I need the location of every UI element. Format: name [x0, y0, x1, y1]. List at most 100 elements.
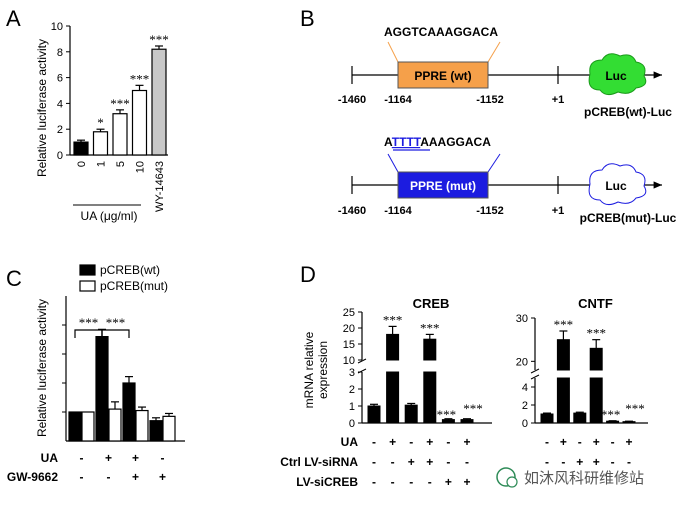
panel-d-bar — [622, 421, 636, 424]
panel-a-bar — [92, 131, 109, 156]
mut-sequence: ATTTTAAAGGACA — [384, 135, 491, 149]
panel-b-letter: B — [300, 6, 315, 31]
panel-a-x-tick-label: WY-14643 — [154, 161, 166, 212]
panel-d-treatment-sign-creb: + — [389, 435, 396, 449]
panel-c-bracket-label: *** — [106, 315, 126, 330]
wt-construct: AGGTCAAAGGACA PPRE (wt) Luc -1460 -1164 … — [338, 25, 672, 119]
panel-a-x-tick-label: 1 — [96, 161, 108, 167]
panel-c-ylabel: Relative luciferase activity — [35, 299, 49, 437]
panel-a-ylabel: Relative luciferase activity — [35, 39, 49, 177]
panel-a-y-tick-label: 8 — [57, 47, 63, 59]
mut-pos-box-end: -1152 — [476, 205, 504, 217]
panel-c-treatment-sign: + — [105, 451, 112, 465]
panel-d-subchart-creb: CREB 10 15 20 25 0 1 2 3 *** *** *** *** — [343, 296, 492, 430]
mut-seq-part2: AAAGGACA — [420, 135, 491, 149]
panel-a-y-tick-label: 6 — [57, 73, 63, 85]
wt-ppre-box — [397, 61, 489, 89]
panel-d-significance: *** — [625, 401, 645, 416]
panel-d-treatment-sign-creb: + — [463, 475, 470, 489]
panel-d-y-tick-label: 2 — [522, 400, 528, 412]
panel-d-bar-upper-segment — [423, 338, 437, 361]
panel-a-bar — [112, 113, 128, 156]
panel-c-bar-wt — [149, 420, 163, 442]
wt-sequence-connector-left — [387, 41, 399, 63]
panel-a-significance: * — [97, 115, 104, 130]
panel-a-significance: *** — [130, 71, 150, 86]
mut-construct: ATTTTAAAGGACA PPRE (mut) Luc -1460 -1164… — [338, 135, 677, 225]
panel-c-legend-swatch — [79, 264, 96, 276]
panel-d-treatment-sign-creb: - — [372, 455, 376, 469]
wt-sequence: AGGTCAAAGGACA — [384, 25, 498, 39]
wt-pos-box-end: -1152 — [476, 94, 504, 106]
panel-d-treatment-sign-cntf: + — [576, 455, 583, 469]
panel-c-treatment-sign: - — [107, 470, 111, 484]
panel-d-axis-break — [530, 374, 540, 380]
panel-c-bars — [68, 328, 176, 442]
panel-c-bar-mut — [162, 415, 176, 442]
panel-d-treatment-sign-cntf: + — [560, 435, 567, 449]
panel-d-bar — [367, 405, 381, 424]
panel-d-treatment-sign-cntf: + — [593, 435, 600, 449]
panel-d-y-tick-label: 30 — [516, 313, 528, 325]
panel-d-letter: D — [300, 262, 316, 287]
panel-d-significance: *** — [586, 326, 606, 341]
panel-d-y-tick-label: 25 — [343, 307, 355, 319]
panel-d-treatment-sign-creb: + — [426, 435, 433, 449]
panel-b: B AGGTCAAAGGACA PPRE (wt) Luc -1460 -116… — [300, 6, 677, 225]
panel-c-treatment-sign: - — [80, 470, 84, 484]
panel-d-subchart-title: CREB — [413, 296, 450, 311]
panel-a-x-tick-label: 0 — [76, 161, 88, 167]
panel-d-y-tick-label: 3 — [349, 367, 355, 379]
wt-pos-tss: +1 — [552, 94, 565, 106]
mut-construct-name: pCREB(mut)-Luc — [580, 211, 677, 225]
panel-d-treatment-sign-creb: - — [372, 475, 376, 489]
panel-d-treatment-sign-cntf: - — [545, 455, 549, 469]
panel-c-bar-wt — [95, 336, 109, 442]
panel-a-x-tick-label: 5 — [115, 161, 127, 167]
panel-d-treatment-name: UA — [341, 435, 359, 449]
panel-c-bar-mut — [108, 408, 122, 442]
panel-c-significance-brackets: *** *** — [74, 315, 130, 338]
watermark: 如沐风科研维修站 — [496, 467, 644, 488]
mut-seq-part1: A — [384, 135, 393, 149]
wt-luc-cloud — [588, 53, 647, 96]
panel-c-treatment-sign: + — [132, 451, 139, 465]
panel-c-bar-wt — [68, 411, 82, 442]
panel-d-treatment-sign-creb: + — [408, 455, 415, 469]
panel-d-treatment-sign-creb: - — [391, 475, 395, 489]
panel-d-ylabel-line2: expression — [316, 341, 330, 399]
panel-a-significance: *** — [110, 96, 130, 111]
panel-c-treatment-sign: + — [132, 470, 139, 484]
panel-d-bar-upper-segment — [589, 347, 603, 371]
panel-c-bracket-label: *** — [79, 315, 99, 330]
panel-d-bar — [540, 413, 554, 424]
panel-d-y-tick-label: 0 — [349, 418, 355, 430]
mut-sequence-connector-right — [487, 153, 501, 173]
mut-pos-tss: +1 — [552, 205, 565, 217]
panel-a-y-tick-label: 0 — [57, 150, 63, 162]
panel-d-treatment-sign-creb: - — [428, 475, 432, 489]
panel-c-legend-label: pCREB(wt) — [100, 263, 160, 277]
panel-c-legend-swatch — [79, 280, 96, 292]
panel-d-axis-break — [357, 358, 367, 364]
mut-sequence-connector-left — [387, 153, 399, 173]
panel-d-y-tick-label: 20 — [516, 356, 528, 368]
panel-c-treatment-sign: + — [159, 470, 166, 484]
panel-d-treatment-sign-creb: - — [446, 455, 450, 469]
panel-d-axis-break — [530, 368, 540, 374]
panel-d-bar-lower-segment — [556, 377, 570, 424]
panel-d-significance: *** — [420, 320, 440, 335]
panel-d-treatment-sign-creb: - — [372, 435, 376, 449]
watermark-logo-dot-icon — [506, 476, 518, 488]
panel-d-treatment-sign-creb: - — [391, 455, 395, 469]
panel-c-legend-label: pCREB(mut) — [100, 279, 168, 293]
panel-c-legend: pCREB(wt) pCREB(mut) — [79, 263, 168, 293]
wt-pos-box-start: -1164 — [384, 94, 412, 106]
panel-a-bar — [73, 141, 89, 156]
wt-pos-start: -1460 — [338, 94, 366, 106]
panel-d-y-tick-label: 1 — [349, 401, 355, 413]
mut-pos-start: -1460 — [338, 205, 366, 217]
panel-d-significance: *** — [437, 407, 457, 422]
panel-d-treatment-name: Ctrl LV-siRNA — [280, 455, 358, 469]
